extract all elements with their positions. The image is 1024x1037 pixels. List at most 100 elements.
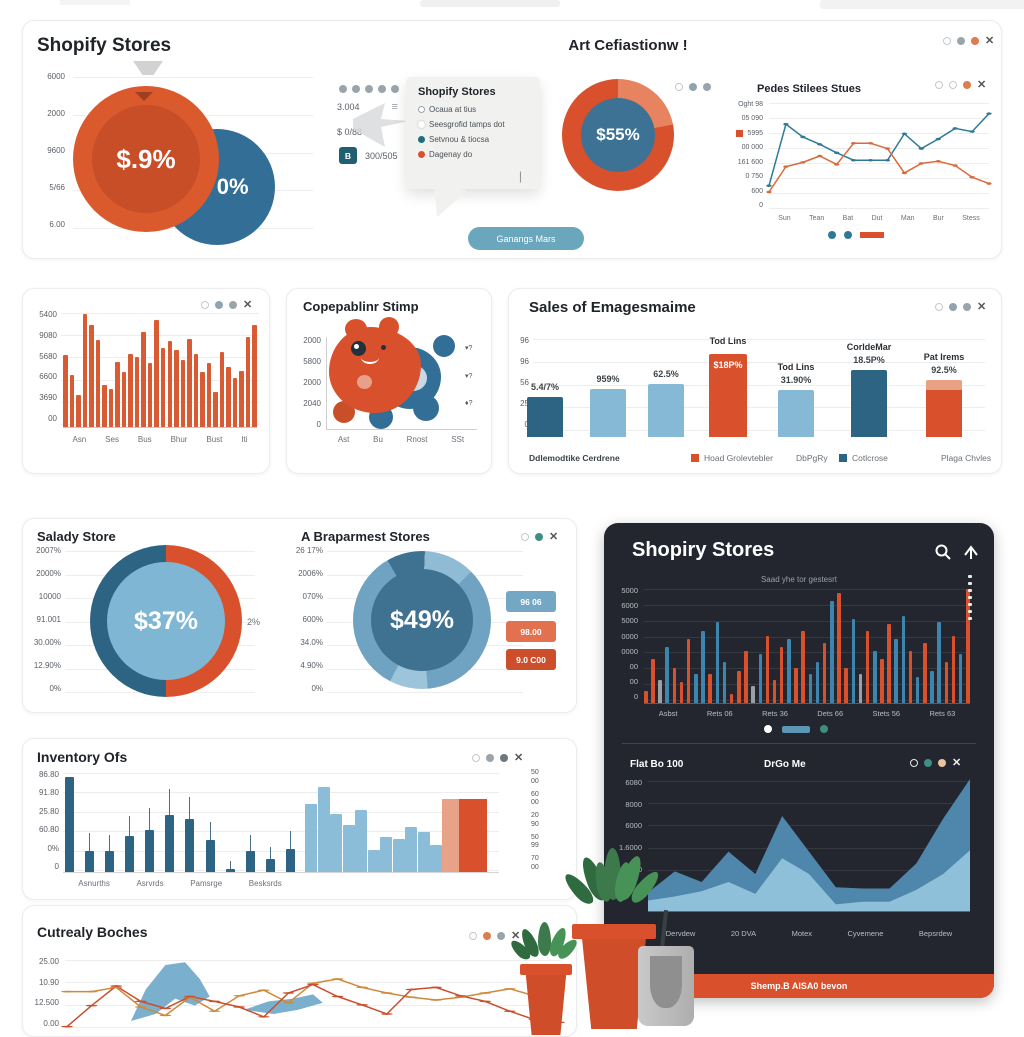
window-controls: ✕ <box>935 301 987 313</box>
y-tick-label: 91.80 <box>38 788 59 798</box>
window-dot-icon[interactable] <box>215 301 223 309</box>
bar <box>729 693 734 703</box>
funnel-icon <box>133 61 163 75</box>
window-dot-icon[interactable] <box>963 303 971 311</box>
y-tick-label: 6.00 <box>49 220 65 229</box>
y-axis-labels: Oght 98 05 090 5995 00 000 161 600 0 750 600 0 <box>721 101 763 209</box>
top-strip-mark <box>60 0 130 5</box>
y-tick-label: 6000 <box>621 601 638 611</box>
search-icon[interactable] <box>934 543 952 561</box>
legend-dot-icon <box>418 121 425 128</box>
x-tick-label: Rets 63 <box>929 709 956 718</box>
window-dot-icon[interactable] <box>469 932 477 940</box>
bar <box>672 668 677 703</box>
y-axis-labels: 5400 9080 5680 6600 3690 00 <box>29 311 57 423</box>
value-badge: 96 06 <box>506 591 556 612</box>
window-dot-icon[interactable] <box>497 932 505 940</box>
window-dot-icon[interactable] <box>521 533 529 541</box>
window-dot-icon[interactable] <box>924 759 932 767</box>
x-tick-label: Asn <box>72 435 87 444</box>
bar <box>651 658 655 703</box>
bar-with-whisker <box>65 772 74 872</box>
y-tick-label: 34.0% <box>300 638 323 647</box>
y-tick-label: 2040 <box>303 399 321 408</box>
window-dot-icon[interactable] <box>365 85 373 93</box>
dark-row2-title-left: Flat Bo 100 <box>630 759 684 770</box>
dark-row2-title-center: DrGo Me <box>764 759 806 770</box>
x-tick-label: 20 DVA <box>730 929 757 938</box>
bar <box>417 832 430 872</box>
panel-title: Copepablinr Stimp <box>303 299 419 314</box>
window-dot-icon[interactable] <box>391 85 399 93</box>
orange-donut-value: $.9% <box>116 143 176 174</box>
bar-with-whisker <box>85 772 95 872</box>
menu-icon[interactable]: ≡ <box>391 101 398 113</box>
window-dot-icon[interactable] <box>957 37 965 45</box>
window-dot-icon[interactable] <box>949 303 957 311</box>
legend-item: Cotlcrose <box>839 453 888 463</box>
bar <box>737 670 741 703</box>
close-icon[interactable]: ✕ <box>977 301 987 313</box>
close-icon[interactable]: ✕ <box>977 79 987 91</box>
window-dot-icon[interactable] <box>689 83 697 91</box>
panel-currency: Cutrealy Boches ✕ 25.00 10.90 12.500 0.00 <box>22 905 577 1037</box>
close-icon[interactable]: ✕ <box>514 752 524 764</box>
close-icon[interactable]: ✕ <box>511 930 521 942</box>
donut-37-value: $37% <box>134 606 198 635</box>
window-dot-icon[interactable] <box>949 81 957 89</box>
window-dot-icon[interactable] <box>352 85 360 93</box>
y-tick-label: 600 <box>751 188 763 195</box>
tooltip-item: Dagenay do <box>418 150 505 159</box>
close-icon[interactable]: ✕ <box>985 35 995 47</box>
y-tick-label: 2000 <box>303 378 321 387</box>
close-icon[interactable]: ✕ <box>243 299 253 311</box>
window-dot-icon[interactable] <box>971 37 979 45</box>
donut-side-label: 2% <box>247 617 261 627</box>
close-icon[interactable]: ✕ <box>952 757 962 769</box>
sales-bar-header: Tod Lins <box>709 336 747 346</box>
window-dot-icon[interactable] <box>339 85 347 93</box>
y-tick-label: 9080 <box>39 330 57 340</box>
window-dot-icon[interactable] <box>486 754 494 762</box>
bar <box>317 787 330 872</box>
bar <box>95 340 101 427</box>
x-tick-label: Bepsrdew <box>918 929 953 938</box>
cursor-arrow-icon <box>353 103 409 147</box>
close-icon[interactable]: ✕ <box>549 531 559 543</box>
window-dot-icon[interactable] <box>500 754 508 762</box>
bar <box>330 814 342 872</box>
home-icon[interactable] <box>962 543 980 561</box>
manage-button[interactable]: Ganangs Mars <box>468 227 584 250</box>
panel-sales: Sales of Emagesmaime ✕ 969656250 5.4/7%9… <box>508 288 1002 474</box>
y-tick-label: Oght 98 <box>738 101 763 108</box>
window-dot-icon[interactable] <box>938 759 946 767</box>
y-tick-label: 5000 <box>621 616 638 626</box>
window-dot-icon[interactable] <box>378 85 386 93</box>
bar <box>858 674 863 703</box>
window-dot-icon[interactable] <box>963 81 971 89</box>
window-dot-icon[interactable] <box>483 932 491 940</box>
legend-swatch-icon <box>691 454 699 462</box>
window-dot-icon[interactable] <box>472 754 480 762</box>
scrollbar[interactable] <box>968 575 972 620</box>
window-dot-icon[interactable] <box>943 37 951 45</box>
window-dot-icon[interactable] <box>201 301 209 309</box>
window-dot-icon[interactable] <box>229 301 237 309</box>
window-dot-icon[interactable] <box>935 303 943 311</box>
stat-badge-value: 300/505 <box>365 151 398 161</box>
y-tick-label: 2007% <box>36 546 61 555</box>
y-axis-labels: 5000 6000 5000 0000 0000 00 00 0 <box>612 587 638 701</box>
window-dot-icon[interactable] <box>675 83 683 91</box>
y-tick-label: 0% <box>47 843 59 853</box>
bar <box>342 825 355 872</box>
window-dot-icon[interactable] <box>910 759 918 767</box>
window-dot-icon[interactable] <box>703 83 711 91</box>
y-axis-labels: 86.80 91.80 25.80 60.80 0% 0 <box>27 771 59 871</box>
y-tick-pair: 20 90 <box>531 812 539 828</box>
bar <box>167 341 172 427</box>
window-dot-icon[interactable] <box>935 81 943 89</box>
bar <box>801 631 805 703</box>
legend-bar <box>782 725 810 733</box>
window-dot-icon[interactable] <box>535 533 543 541</box>
y-tick-label: 161 600 <box>738 159 763 166</box>
